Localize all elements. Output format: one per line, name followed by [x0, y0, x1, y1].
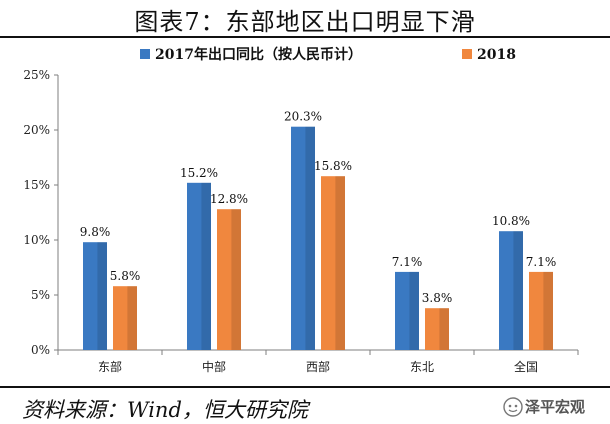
data-label: 15.8% [314, 159, 352, 173]
x-tick-label: 全国 [514, 359, 538, 374]
bar-shade [513, 231, 523, 350]
y-tick-label: 25% [23, 68, 50, 82]
data-label: 5.8% [110, 269, 141, 283]
bar-2018-3 [321, 176, 345, 350]
bar-shade [201, 182, 211, 350]
bar-shade [127, 286, 137, 350]
footer-divider [0, 386, 610, 388]
data-label: 20.3% [284, 110, 322, 124]
bar-2017-3 [291, 126, 315, 350]
legend-label-2018: 2018 [477, 47, 516, 63]
y-tick-label: 5% [31, 288, 50, 302]
bar-2017-1 [83, 242, 107, 350]
data-label: 7.1% [526, 255, 557, 269]
bar-shade [97, 242, 107, 350]
bar-2018-4 [425, 308, 449, 350]
y-tick-label: 0% [31, 343, 50, 357]
y-tick-label: 20% [23, 123, 50, 137]
bar-shade [231, 209, 241, 350]
bar-2017-5 [499, 231, 523, 350]
x-tick-label: 东部 [98, 359, 122, 374]
bar-2017-2 [187, 182, 211, 350]
data-label: 10.8% [492, 214, 530, 228]
legend-swatch-2018 [462, 49, 472, 59]
y-tick-label: 15% [23, 178, 50, 192]
legend-swatch-2017 [140, 49, 150, 59]
source-note: 资料来源：Wind，恒大研究院 [22, 398, 308, 422]
bar-shade [305, 126, 315, 350]
bar-chart: 2017年出口同比（按人民币计） 2018 0% 5% 10% 15% 20% 25% 东… [23, 46, 579, 374]
data-label: 7.1% [392, 255, 423, 269]
bar-2018-2 [217, 209, 241, 350]
bar-shade [409, 271, 419, 350]
wechat-icon [503, 397, 523, 417]
title-divider [0, 36, 610, 38]
y-tick-label: 10% [23, 233, 50, 247]
x-tick-label: 西部 [306, 359, 330, 374]
watermark-text: 泽平宏观 [525, 398, 586, 416]
legend: 2017年出口同比（按人民币计） 2018 [140, 46, 516, 63]
bar-2018-1 [113, 286, 137, 350]
watermark: 泽平宏观 [503, 396, 607, 418]
x-tick-label: 中部 [202, 359, 226, 374]
y-axis: 0% 5% 10% 15% 20% 25% [23, 68, 59, 357]
bars [83, 126, 553, 350]
data-label: 3.8% [422, 291, 453, 305]
data-labels: 9.8% 15.2% 20.3% 7.1% 10.8% 5.8% 12.8% 15.8% 3.8… [80, 110, 557, 306]
x-tick-label: 东北 [410, 360, 434, 374]
chart-title: 图表7：东部地区出口明显下滑 [134, 8, 476, 36]
bar-2017-4 [395, 271, 419, 350]
bar-shade [335, 176, 345, 350]
data-label: 15.2% [180, 166, 218, 180]
data-label: 12.8% [210, 192, 248, 206]
bar-shade [439, 308, 449, 350]
legend-label-2017: 2017年出口同比（按人民币计） [155, 46, 362, 63]
x-axis: 东部 中部 西部 东北 全国 [57, 349, 579, 374]
bar-shade [543, 271, 553, 350]
data-label: 9.8% [80, 225, 111, 239]
bar-2018-5 [529, 271, 553, 350]
